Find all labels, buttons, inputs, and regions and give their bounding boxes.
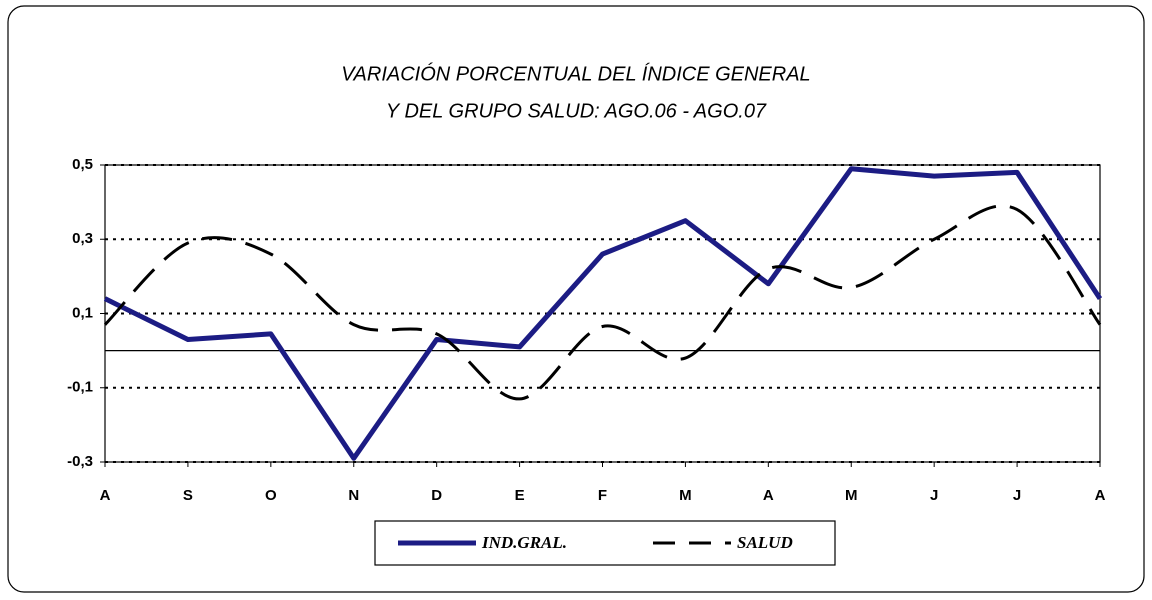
x-tick-label: S — [183, 487, 193, 504]
x-tick-label: D — [431, 487, 442, 504]
y-tick-label: -0,3 — [67, 453, 93, 470]
chart-subtitle: Y DEL GRUPO SALUD: AGO.06 - AGO.07 — [386, 100, 767, 122]
y-tick-label: 0,5 — [72, 156, 93, 173]
y-tick-label: -0,1 — [67, 379, 93, 396]
x-tick-label: N — [348, 487, 359, 504]
x-tick-label: A — [763, 487, 774, 504]
series-line — [103, 166, 1103, 461]
x-tick-label: A — [100, 487, 111, 504]
x-tick-label: M — [845, 487, 858, 504]
x-tick-label: J — [1013, 487, 1021, 504]
y-tick-label: 0,1 — [72, 304, 93, 321]
y-tick-label: 0,3 — [72, 230, 93, 247]
x-tick-label: M — [679, 487, 692, 504]
x-tick-label: J — [930, 487, 938, 504]
frame — [7, 5, 1145, 593]
x-tick-label: O — [265, 487, 277, 504]
series-line — [103, 204, 1102, 401]
x-tick-label: A — [1095, 487, 1106, 504]
legend-label: IND.GRAL. — [481, 533, 567, 552]
legend-label: SALUD — [737, 533, 793, 552]
x-tick-label: F — [598, 487, 607, 504]
x-tick-label: E — [515, 487, 525, 504]
chart-title: VARIACIÓN PORCENTUAL DEL ÍNDICE GENERAL — [341, 62, 810, 85]
